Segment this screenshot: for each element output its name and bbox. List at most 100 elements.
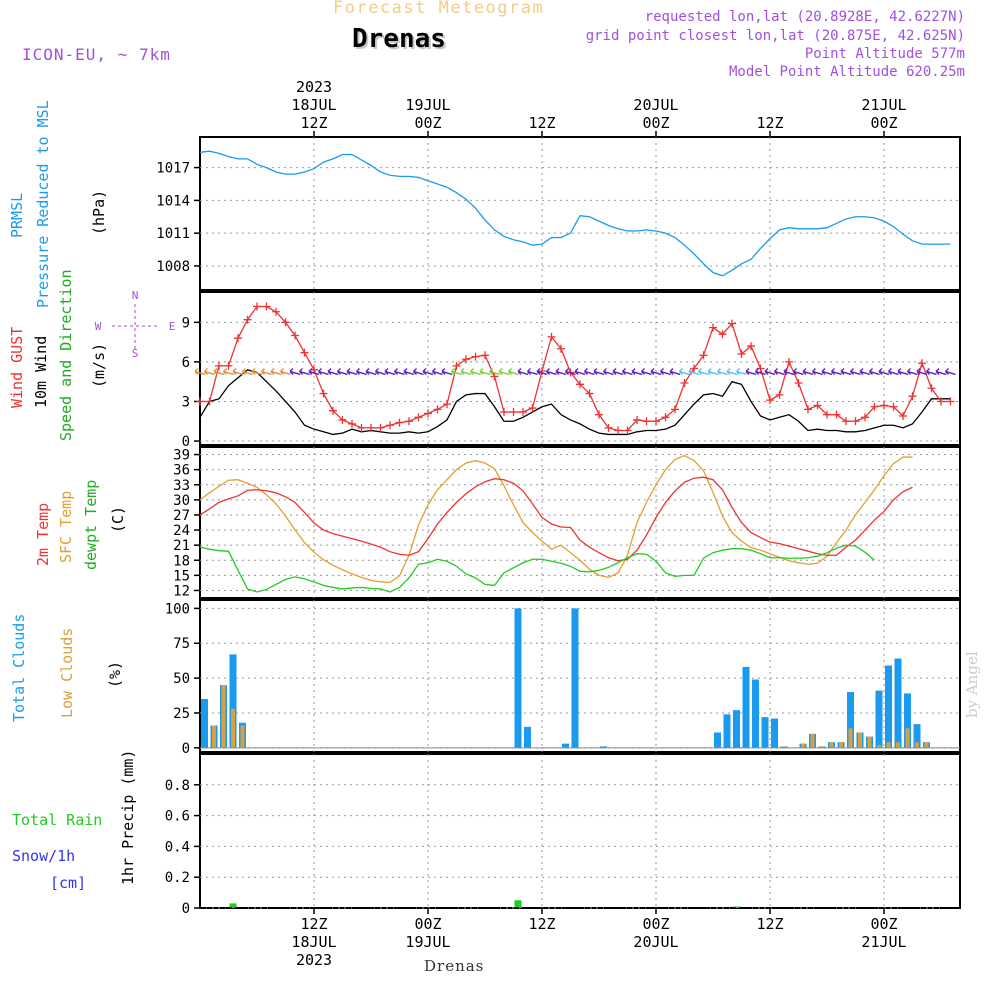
total-cloud-bar: [229, 654, 237, 748]
wind-direction-arrow: [698, 367, 709, 376]
gust-marker: [661, 413, 670, 422]
rain-bar: [514, 900, 522, 908]
temperature-ytick-label: 21: [173, 538, 190, 554]
wind-direction-arrow: [850, 367, 861, 376]
top-axis-label: 19JUL: [405, 96, 450, 114]
clouds-frame: [199, 599, 961, 753]
wind-direction-arrow: [375, 367, 386, 376]
total-cloud-bar: [913, 724, 921, 748]
top-axis-label: 00Z: [642, 114, 669, 132]
gust-marker: [728, 319, 736, 328]
low-cloud-bar: [915, 742, 919, 748]
chart-subtitle: Forecast Meteogram: [333, 0, 545, 18]
wind-direction-arrow: [384, 367, 396, 376]
wind-direction-arrow: [432, 367, 443, 376]
gust-marker: [528, 404, 537, 413]
gust-marker: [224, 361, 233, 370]
wind-direction-arrow: [479, 367, 491, 376]
low-cloud-bar: [782, 746, 786, 748]
low-cloud-bar: [801, 743, 805, 748]
gust-marker: [832, 410, 841, 419]
wind-direction-arrow: [612, 367, 624, 376]
wind-direction-arrow: [232, 367, 244, 376]
wind-direction-arrow: [460, 367, 472, 376]
wind-direction-arrow: [726, 367, 738, 376]
wind-direction-arrow: [346, 367, 358, 376]
total-cloud-bar: [752, 679, 759, 748]
wind-direction-arrow: [622, 367, 633, 376]
gust-marker: [642, 417, 651, 426]
bottom-axis-label: 00Z: [870, 915, 897, 933]
temperature-ytick-label: 12: [173, 583, 190, 599]
wind-direction-arrow: [318, 367, 329, 376]
temp-label-sfc: SFC Temp: [57, 491, 75, 563]
temperature-ytick-label: 39: [173, 448, 190, 464]
gust-line: [200, 305, 951, 432]
gust-marker: [348, 419, 356, 428]
bottom-axis-label: 20JUL: [633, 933, 678, 951]
wind-direction-arrow: [242, 367, 253, 376]
gust-marker: [747, 342, 755, 351]
low-cloud-bar: [905, 728, 910, 748]
location-title: Drenas: [352, 24, 446, 54]
wind-direction-arrow: [508, 367, 519, 376]
top-axis-label: 00Z: [870, 114, 897, 132]
gust-marker: [291, 331, 299, 340]
t2m-line: [199, 476, 913, 562]
wind-direction-arrow: [593, 367, 605, 376]
wind-direction-arrow: [498, 367, 510, 376]
dewpt-line: [199, 544, 875, 593]
pressure-ytick-label: 1014: [156, 193, 190, 209]
wind-label-unit: (m/s): [90, 343, 108, 388]
temp-label-2m: 2m Temp: [34, 503, 52, 566]
gust-marker: [205, 397, 214, 406]
temperature-ytick-label: 18: [173, 553, 190, 569]
wind-direction-arrow: [660, 367, 671, 376]
wind-direction-arrow: [584, 367, 595, 376]
gust-marker: [300, 348, 309, 357]
bottom-axis-label: 00Z: [642, 915, 669, 933]
rain-bar: [229, 903, 237, 908]
wind-direction-arrow: [574, 367, 586, 376]
wind-direction-arrow: [394, 367, 405, 376]
gust-marker: [557, 344, 565, 353]
pressure-label-msl: Pressure Reduced to MSL: [34, 100, 52, 308]
wind-direction-arrow: [869, 367, 880, 376]
gust-marker: [329, 406, 337, 415]
low-cloud-bar: [240, 725, 245, 748]
bottom-axis-label: 18JUL: [291, 933, 336, 951]
gust-marker: [452, 361, 461, 370]
wind-direction-arrow: [337, 367, 348, 376]
gust-marker: [443, 400, 451, 409]
gust-marker: [414, 413, 423, 422]
temperature-frame: [199, 446, 961, 599]
gust-marker: [880, 401, 888, 410]
bottom-axis-label: 12Z: [528, 915, 555, 933]
low-cloud-bar: [877, 745, 881, 748]
wind-direction-arrow: [707, 367, 719, 376]
compass-n: N: [132, 289, 139, 302]
gust-marker: [262, 302, 271, 311]
temperature-ytick-label: 15: [173, 568, 190, 584]
gust-marker: [737, 349, 746, 358]
wind-label-speed: Speed and Direction: [57, 269, 75, 441]
gust-marker: [357, 423, 366, 432]
wind-direction-arrow: [546, 367, 557, 376]
top-axis-label: 21JUL: [861, 96, 906, 114]
gust-marker: [576, 380, 584, 389]
gust-marker: [490, 372, 499, 381]
clouds-ytick-label: 100: [165, 601, 190, 617]
gust-marker: [889, 402, 898, 411]
gust-marker: [215, 361, 223, 370]
top-axis-label: 12Z: [756, 114, 783, 132]
gust-marker: [870, 402, 879, 411]
wind-direction-arrow: [859, 367, 871, 376]
bottom-axis-label: 00Z: [414, 915, 441, 933]
total-cloud-bar: [562, 743, 569, 748]
wind-ytick-label: 3: [182, 394, 190, 410]
gust-marker: [813, 401, 822, 410]
wind-direction-arrow: [935, 367, 947, 376]
wind-direction-arrow: [764, 367, 776, 376]
wind-direction-arrow: [308, 367, 320, 376]
